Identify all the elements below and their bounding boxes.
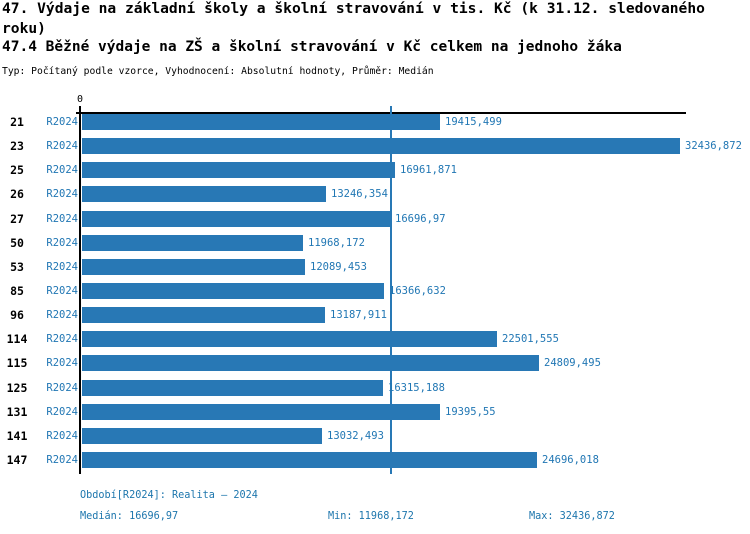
chart-row: 25 R2024 16961,871 [0, 162, 750, 178]
row-series-label: R2024 [46, 309, 78, 321]
bar [82, 162, 395, 178]
bar-value-label: 16315,188 [388, 382, 445, 394]
bar [82, 235, 303, 251]
bar-value-label: 19415,499 [445, 116, 502, 128]
row-series-label: R2024 [46, 382, 78, 394]
row-series-label: R2024 [46, 430, 78, 442]
row-category-label: 131 [6, 405, 28, 419]
bar-value-label: 32436,872 [685, 140, 742, 152]
row-category-label: 125 [6, 381, 28, 395]
bar [82, 380, 383, 396]
bar [82, 211, 390, 227]
footer-period-label: Období[R2024]: Realita – 2024 [80, 490, 258, 501]
bar-value-label: 16696,97 [395, 213, 446, 225]
chart-row: 53 R2024 12089,453 [0, 259, 750, 275]
bar-value-label: 11968,172 [308, 237, 365, 249]
bar-value-label: 19395,55 [445, 406, 496, 418]
bar [82, 283, 384, 299]
bar [82, 331, 497, 347]
bar [82, 186, 326, 202]
row-category-label: 25 [10, 163, 24, 177]
row-category-label: 114 [6, 332, 28, 346]
row-category-label: 27 [10, 212, 24, 226]
row-series-label: R2024 [46, 188, 78, 200]
chart-row: 141 R2024 13032,493 [0, 428, 750, 444]
footer-min-label: Min: 11968,172 [328, 511, 414, 522]
page-title-line-1: 47. Výdaje na základní školy a školní st… [2, 0, 705, 17]
bar-value-label: 13032,493 [327, 430, 384, 442]
bar [82, 428, 322, 444]
x-axis-zero-tick-label: 0 [76, 94, 84, 105]
chart-row: 114 R2024 22501,555 [0, 331, 750, 347]
row-category-label: 23 [10, 139, 24, 153]
chart-row: 147 R2024 24696,018 [0, 452, 750, 468]
bar [82, 114, 440, 130]
bar-value-label: 12089,453 [310, 261, 367, 273]
row-series-label: R2024 [46, 261, 78, 273]
x-axis-line [76, 112, 686, 114]
bar-value-label: 24696,018 [542, 454, 599, 466]
row-series-label: R2024 [46, 406, 78, 418]
row-category-label: 21 [10, 115, 24, 129]
row-category-label: 147 [6, 453, 28, 467]
row-category-label: 85 [10, 284, 24, 298]
row-series-label: R2024 [46, 285, 78, 297]
bar-value-label: 13187,911 [330, 309, 387, 321]
bar [82, 452, 537, 468]
chart-row: 115 R2024 24809,495 [0, 355, 750, 371]
row-series-label: R2024 [46, 213, 78, 225]
row-category-label: 50 [10, 236, 24, 250]
chart-row: 96 R2024 13187,911 [0, 307, 750, 323]
row-category-label: 53 [10, 260, 24, 274]
bar-value-label: 16961,871 [400, 164, 457, 176]
bar [82, 138, 680, 154]
chart-row: 21 R2024 19415,499 [0, 114, 750, 130]
chart-row: 26 R2024 13246,354 [0, 186, 750, 202]
chart-subtitle: 47.4 Běžné výdaje na ZŠ a školní stravov… [2, 39, 622, 55]
row-series-label: R2024 [46, 454, 78, 466]
row-series-label: R2024 [46, 140, 78, 152]
row-series-label: R2024 [46, 164, 78, 176]
chart-meta-info: Typ: Počítaný podle vzorce, Vyhodnocení:… [2, 66, 434, 77]
row-category-label: 26 [10, 187, 24, 201]
row-series-label: R2024 [46, 116, 78, 128]
bar-value-label: 16366,632 [389, 285, 446, 297]
bar [82, 355, 539, 371]
row-series-label: R2024 [46, 237, 78, 249]
bar [82, 307, 325, 323]
row-series-label: R2024 [46, 333, 78, 345]
row-category-label: 96 [10, 308, 24, 322]
median-line [390, 106, 392, 474]
bar [82, 404, 440, 420]
chart-row: 131 R2024 19395,55 [0, 404, 750, 420]
row-category-label: 115 [6, 356, 28, 370]
bar-value-label: 22501,555 [502, 333, 559, 345]
chart-row: 23 R2024 32436,872 [0, 138, 750, 154]
chart-row: 27 R2024 16696,97 [0, 211, 750, 227]
footer-median-label: Medián: 16696,97 [80, 511, 179, 522]
row-series-label: R2024 [46, 357, 78, 369]
bar-value-label: 24809,495 [544, 357, 601, 369]
bar [82, 259, 305, 275]
chart-row: 125 R2024 16315,188 [0, 380, 750, 396]
bar-value-label: 13246,354 [331, 188, 388, 200]
chart-row: 85 R2024 16366,632 [0, 283, 750, 299]
row-category-label: 141 [6, 429, 28, 443]
footer-max-label: Max: 32436,872 [529, 511, 615, 522]
y-axis-line [79, 106, 81, 474]
page-title-line-2: roku) [2, 20, 46, 37]
chart-row: 50 R2024 11968,172 [0, 235, 750, 251]
